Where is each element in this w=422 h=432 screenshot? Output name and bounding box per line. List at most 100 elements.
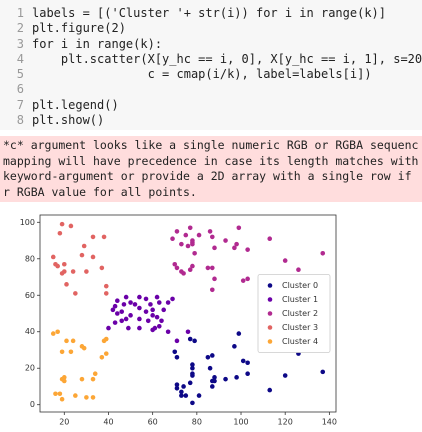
scatter-point — [187, 380, 193, 386]
line-number: 6 — [16, 82, 24, 97]
scatter-point — [223, 376, 228, 382]
legend-label: Cluster 2 — [282, 309, 318, 318]
scatter-point — [179, 393, 184, 398]
scatter-point — [172, 261, 178, 267]
scatter-point — [145, 318, 151, 324]
scatter-point — [240, 278, 246, 283]
legend-label: Cluster 4 — [282, 337, 318, 346]
legend-label: Cluster 3 — [282, 323, 318, 332]
code-text: for i in range(k): — [32, 36, 163, 51]
scatter-point — [59, 396, 65, 402]
scatter-point — [61, 261, 67, 267]
y-tick-label: 60 — [25, 291, 35, 300]
scatter-point — [123, 294, 129, 300]
scatter-point — [165, 329, 171, 335]
scatter-point — [154, 294, 160, 300]
scatter-point — [212, 245, 217, 251]
scatter-point — [99, 354, 105, 360]
scatter-point — [121, 302, 127, 307]
scatter-point — [68, 349, 74, 355]
scatter-point — [207, 229, 213, 234]
scatter-point — [232, 344, 237, 349]
scatter-point — [174, 382, 180, 387]
scatter-point — [112, 303, 118, 309]
scatter-point — [282, 373, 288, 378]
scatter-point — [192, 338, 197, 344]
scatter-point — [156, 300, 162, 305]
scatter-point — [143, 309, 149, 314]
code-text: plt.legend() — [32, 97, 119, 112]
scatter-point — [174, 338, 180, 344]
line-number: 5 — [16, 67, 24, 82]
code-line: 5 c = cmap(i/k), label=labels[i]) — [0, 67, 422, 82]
scatter-point — [64, 338, 69, 344]
scatter-point — [190, 400, 195, 406]
scatter-point — [223, 238, 228, 243]
scatter-point — [81, 243, 87, 249]
scatter-point — [59, 221, 65, 227]
scatter-point — [187, 225, 193, 231]
scatter-point — [267, 387, 273, 393]
code-line: 3 for i in range(k): — [0, 37, 422, 52]
code-line: 8 plt.show() — [0, 113, 422, 128]
scatter-point — [103, 283, 109, 289]
scatter-point — [68, 223, 74, 229]
scatter-point — [209, 234, 215, 240]
scatter-point — [212, 375, 217, 380]
scatter-point — [123, 316, 129, 322]
scatter-point — [245, 360, 250, 366]
scatter-point — [59, 349, 65, 355]
warning-line: keyword-argument or provide a 2D array w… — [3, 169, 412, 183]
scatter-point — [90, 395, 96, 400]
chart: 20 40 60 80 100 120 140 0 20 40 60 80 100 Cluster 0 Cl… — [20, 214, 337, 427]
scatter-point — [84, 395, 89, 400]
scatter-point — [119, 318, 125, 324]
scatter-point — [320, 369, 326, 375]
scatter-point — [209, 265, 215, 271]
scatter-point — [103, 291, 109, 296]
x-tick-label: 20 — [59, 418, 69, 427]
scatter-point — [170, 236, 175, 242]
scatter-point — [61, 375, 67, 380]
scatter-point — [174, 354, 180, 360]
scatter-point — [245, 247, 250, 252]
scatter-point — [73, 393, 78, 398]
scatter-point — [320, 251, 326, 256]
y-tick-label: 20 — [25, 364, 35, 373]
x-tick-label: 140 — [322, 418, 337, 427]
legend-label: Cluster 1 — [282, 295, 318, 304]
scatter-point — [126, 325, 131, 331]
y-tick-label: 100 — [20, 218, 35, 227]
scatter-point — [79, 376, 85, 382]
scatter-point — [92, 371, 98, 376]
scatter-point — [174, 229, 180, 234]
x-tick-label: 120 — [278, 418, 293, 427]
scatter-point — [190, 373, 195, 378]
scatter-point — [179, 389, 184, 395]
scatter-point — [156, 323, 162, 329]
scatter-point — [161, 307, 167, 313]
code-text: labels = [('Cluster '+ str(i)) for i in … — [32, 6, 387, 20]
scatter-point — [148, 302, 153, 307]
scatter-point — [70, 269, 76, 274]
scatter-point — [115, 311, 120, 316]
scatter-point — [236, 331, 242, 336]
scatter-point — [209, 384, 215, 389]
code-text: plt.figure(2) — [32, 21, 126, 36]
y-tick-label: 80 — [25, 254, 35, 263]
scatter-point — [143, 296, 149, 302]
code-text: plt.show() — [32, 113, 105, 128]
scatter-point — [181, 384, 186, 389]
code-line: 7 plt.legend() — [0, 98, 422, 113]
scatter-point — [73, 291, 78, 296]
scatter-point — [84, 269, 89, 274]
x-tick-label: 80 — [192, 418, 202, 427]
scatter-point — [132, 302, 138, 307]
scatter-point — [196, 393, 202, 398]
scatter-point — [267, 236, 273, 242]
warning-output: *c* argument looks like a single numeric… — [0, 136, 422, 202]
scatter-point — [187, 267, 193, 273]
scatter-point — [234, 375, 239, 380]
scatter-point — [115, 298, 120, 304]
